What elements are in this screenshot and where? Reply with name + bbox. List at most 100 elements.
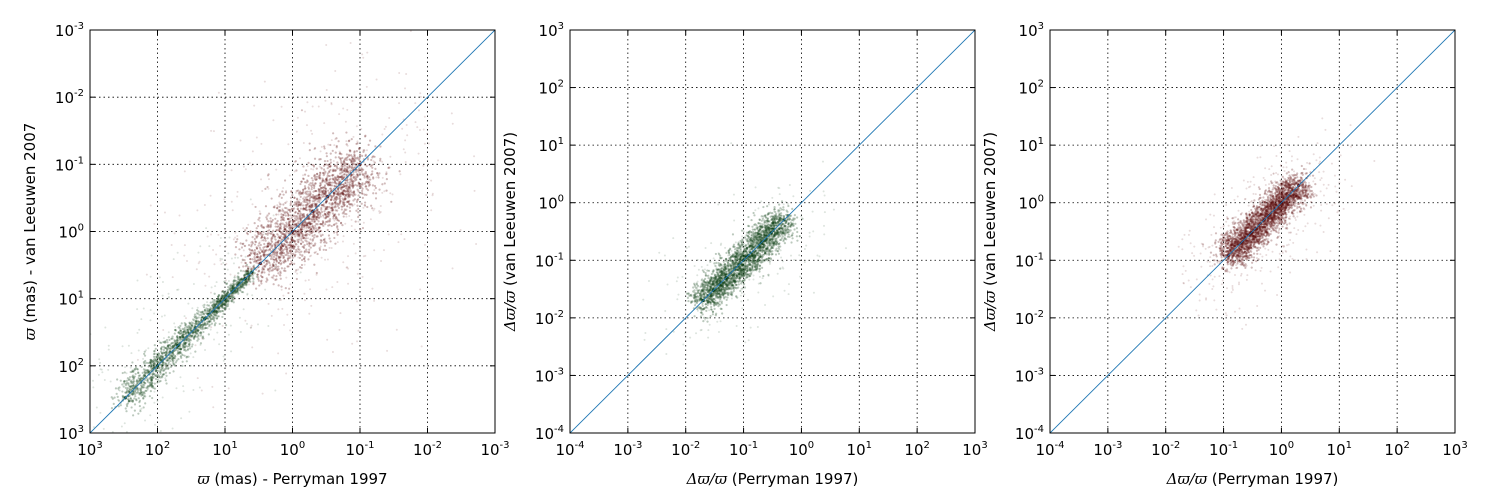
data-point (243, 273, 246, 276)
data-point (135, 383, 138, 386)
data-point (223, 198, 226, 201)
data-point (251, 150, 254, 153)
data-point (710, 305, 713, 309)
data-point (218, 294, 221, 297)
data-point (177, 352, 180, 355)
data-point (324, 248, 328, 252)
data-point (336, 205, 339, 208)
data-point (213, 263, 216, 266)
data-point (202, 327, 205, 330)
data-point (117, 398, 120, 401)
data-point (284, 228, 287, 231)
data-point (175, 339, 178, 342)
data-point (351, 204, 354, 207)
data-point (186, 337, 189, 340)
data-point (327, 189, 330, 192)
data-point (336, 241, 339, 244)
data-point (145, 389, 148, 392)
data-point (159, 358, 162, 361)
data-point (130, 406, 133, 409)
data-point (327, 165, 330, 168)
data-point (151, 382, 154, 385)
data-point (220, 309, 224, 313)
data-point (274, 278, 277, 282)
data-point (312, 168, 315, 171)
data-point (272, 119, 275, 122)
data-point (294, 250, 297, 254)
data-point (156, 378, 159, 381)
data-point (308, 190, 312, 193)
data-point (190, 326, 193, 330)
data-point (232, 280, 235, 283)
data-point (169, 359, 172, 363)
data-point (234, 231, 237, 234)
data-point (202, 330, 205, 334)
data-point (209, 320, 212, 323)
data-point (305, 169, 308, 172)
data-point (150, 378, 153, 382)
data-point (137, 371, 140, 375)
data-point (142, 307, 145, 310)
data-point (214, 314, 218, 317)
data-point (223, 294, 226, 297)
data-point (174, 348, 177, 352)
data-point (279, 246, 282, 249)
data-point (334, 217, 337, 220)
data-point (135, 392, 138, 395)
data-point (338, 328, 341, 331)
data-point (302, 142, 305, 145)
data-point (126, 402, 130, 405)
data-point (222, 303, 225, 306)
data-point (311, 234, 314, 237)
data-point (155, 374, 158, 377)
data-point (323, 145, 326, 148)
data-point (297, 268, 300, 271)
data-point (337, 206, 340, 210)
data-point (224, 305, 227, 308)
data-point (285, 254, 288, 257)
data-point (95, 406, 98, 409)
data-point (156, 360, 159, 363)
data-point (261, 270, 264, 273)
data-point (300, 239, 303, 242)
data-point (169, 363, 172, 366)
data-point (143, 392, 146, 395)
data-point (356, 204, 359, 207)
data-point (193, 335, 197, 338)
data-point (132, 384, 135, 387)
data-point (170, 342, 173, 345)
data-point (195, 312, 199, 315)
data-point (223, 293, 226, 296)
data-point (315, 250, 318, 253)
data-point (301, 234, 304, 237)
data-point (219, 310, 222, 313)
data-point (149, 377, 152, 380)
data-point (248, 277, 252, 281)
data-point (378, 212, 381, 215)
data-point (220, 296, 223, 299)
data-point (330, 206, 333, 210)
data-point (181, 336, 185, 339)
data-point (150, 379, 154, 382)
data-point (188, 327, 192, 331)
data-point (229, 285, 232, 288)
data-point (430, 298, 433, 301)
data-point (133, 393, 137, 396)
data-point (325, 155, 328, 158)
data-point (287, 291, 290, 295)
data-point (354, 193, 357, 196)
data-point (221, 294, 224, 298)
data-point (166, 359, 169, 362)
data-point (208, 315, 211, 318)
data-point (220, 295, 223, 298)
data-point (163, 341, 166, 344)
data-point (135, 387, 138, 390)
data-point (268, 242, 271, 245)
data-point (319, 199, 322, 202)
data-point (422, 128, 425, 131)
data-point (362, 149, 365, 152)
data-point (253, 243, 257, 246)
data-point (219, 300, 222, 303)
data-point (296, 197, 299, 200)
data-point (336, 233, 339, 236)
